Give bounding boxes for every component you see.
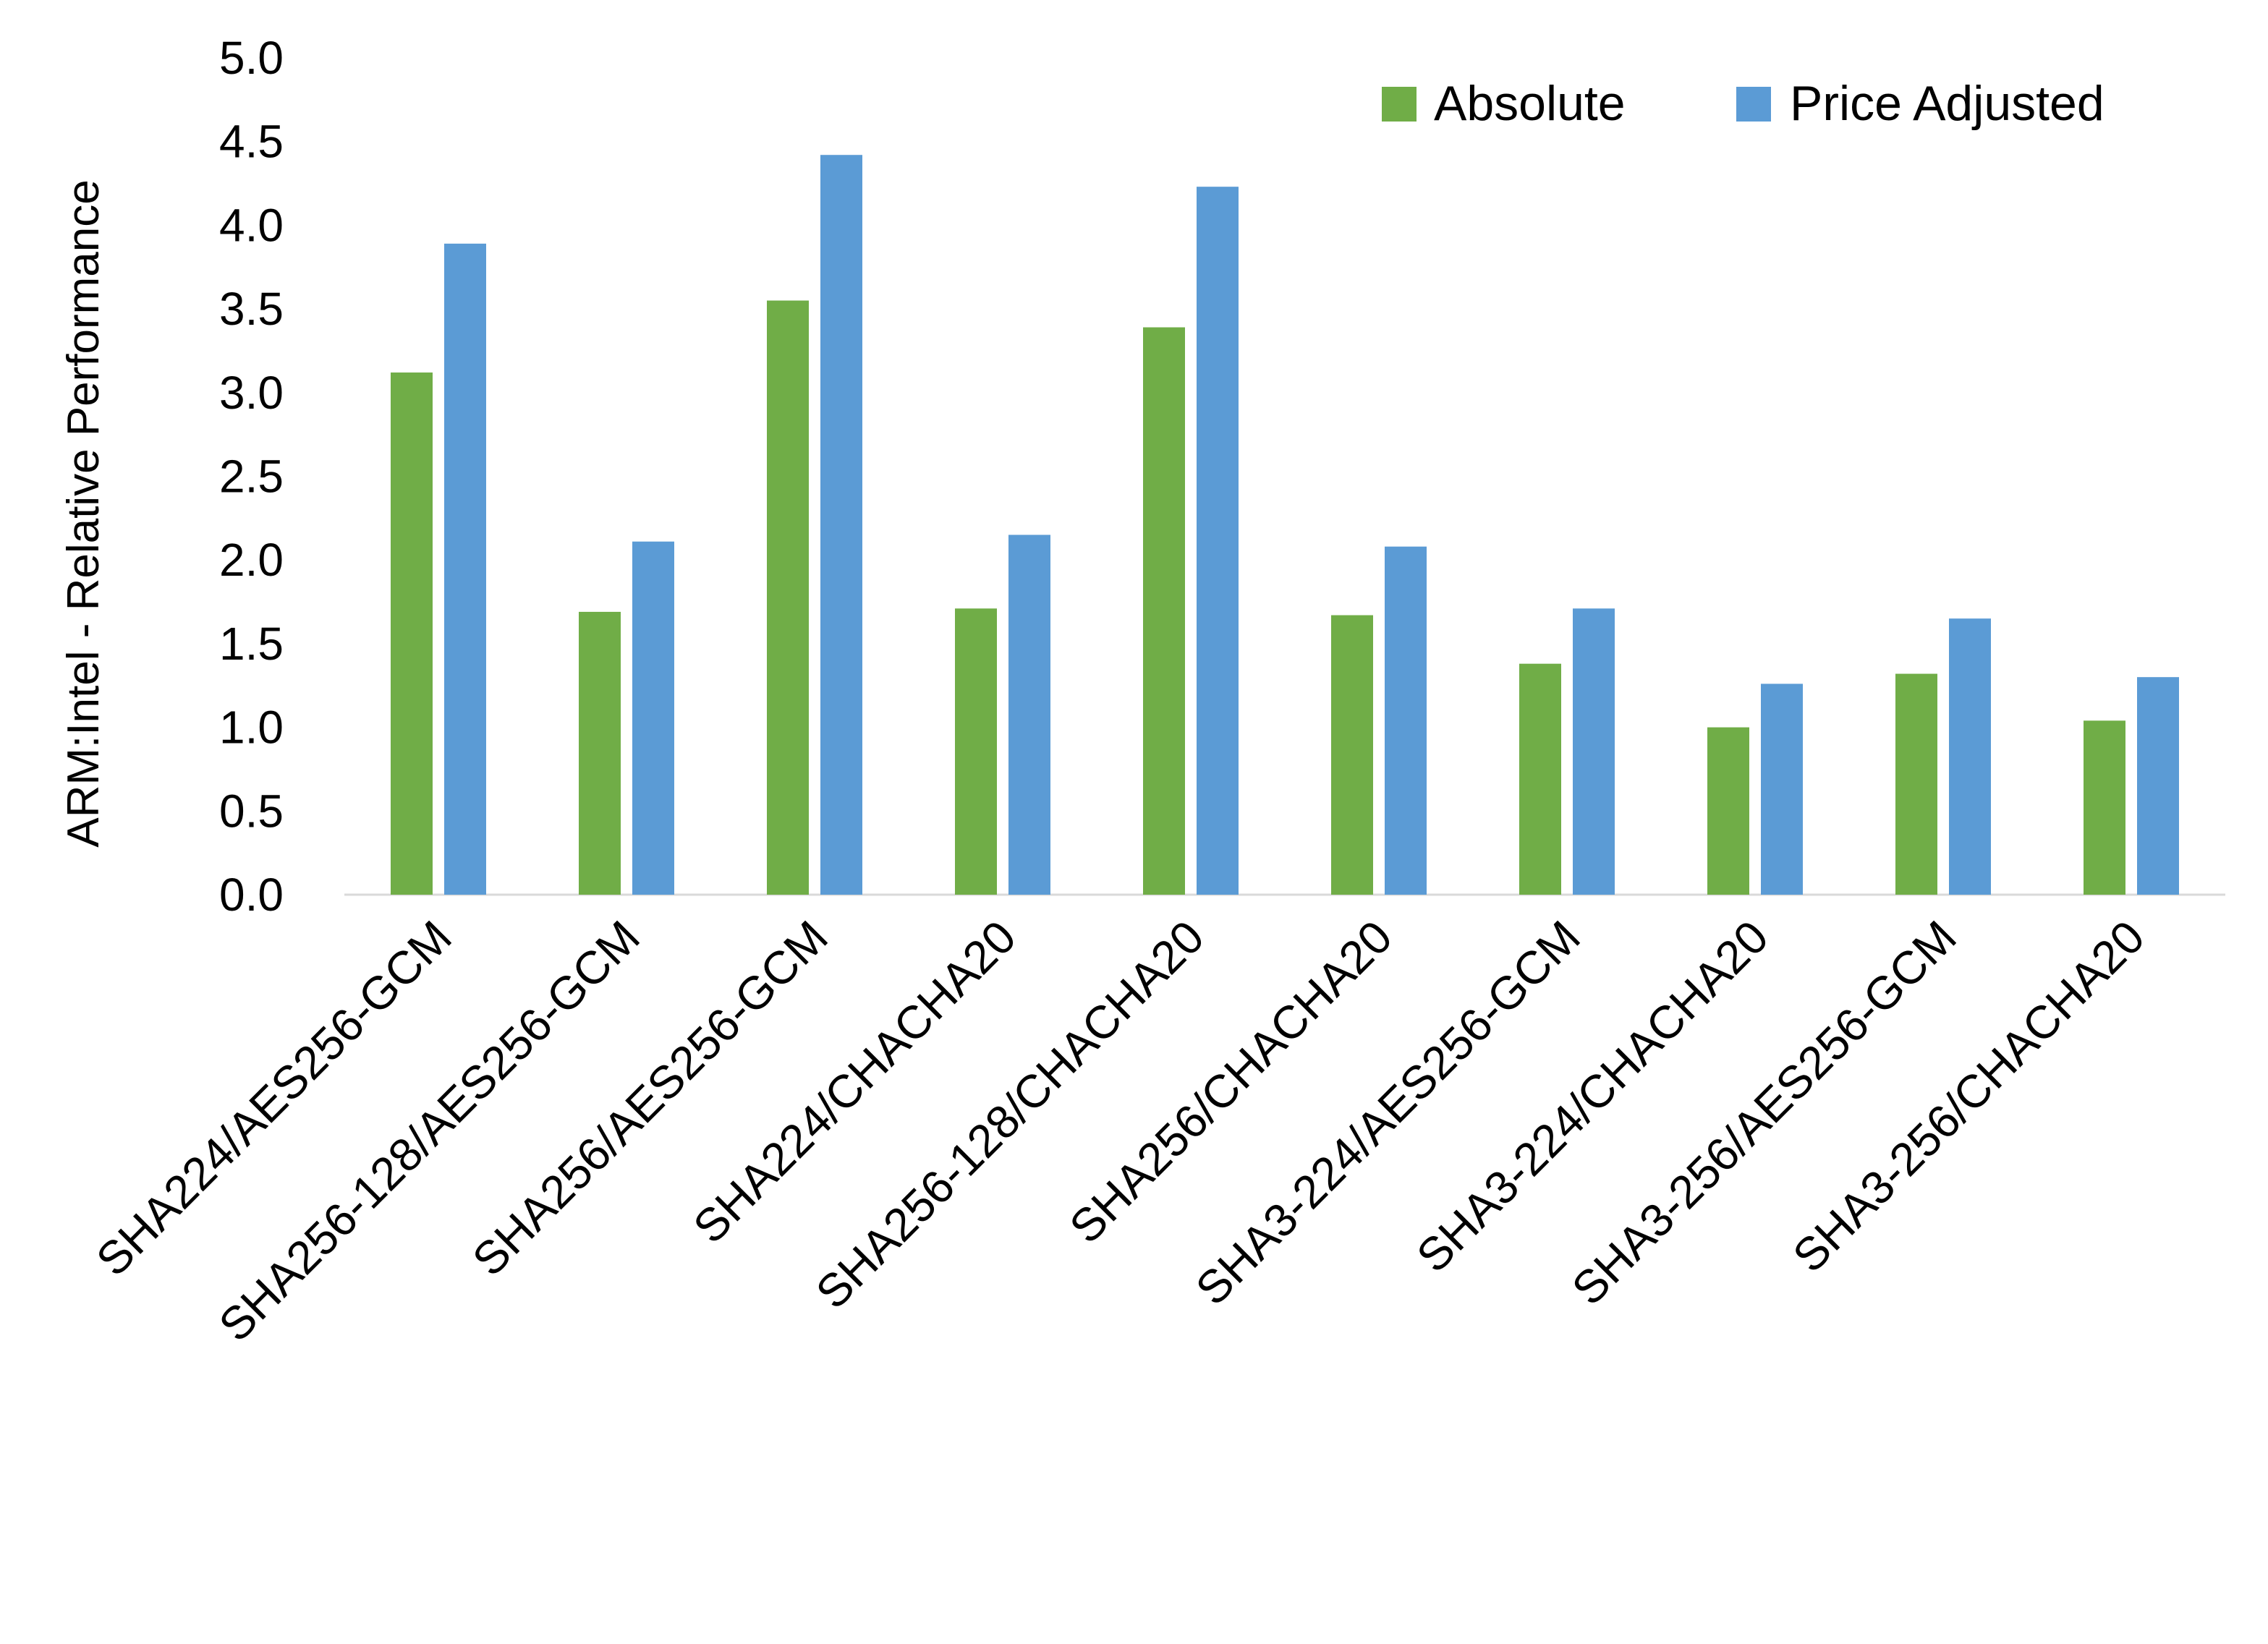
bar-price-adjusted [444,243,486,895]
bar-price-adjusted [632,541,674,895]
x-axis-labels: SHA224/AES256-GCMSHA256-128/AES256-GCMSH… [86,911,2154,1351]
y-tick-label: 0.0 [219,869,284,921]
x-tick-label: SHA3-224/CHACHA20 [1406,911,1778,1282]
bar-price-adjusted [1761,683,1803,895]
x-tick-label: SHA224/AES256-GCM [86,911,462,1286]
x-tick-label: SHA3-256/AES256-GCM [1562,911,1966,1315]
bar-price-adjusted [1949,618,1991,895]
y-tick-label: 3.0 [219,367,284,419]
bar-price-adjusted [1197,187,1239,895]
x-tick-label: SHA3-256/CHACHA20 [1783,911,2154,1282]
y-tick-label: 3.5 [219,283,284,335]
bar-price-adjusted [820,155,862,895]
bar-absolute [955,608,997,895]
x-tick-label: SHA256/CHACHA20 [1059,911,1401,1253]
bars [391,155,2179,895]
bar-price-adjusted [2137,677,2179,895]
bar-absolute [579,611,621,895]
bar-absolute [391,372,433,895]
bar-absolute [767,300,809,895]
x-tick-label: SHA256/AES256-GCM [462,911,838,1286]
y-axis-label: ARM:Intel - Relative Performance [59,179,109,847]
y-tick-label: 2.0 [219,534,284,586]
bar-price-adjusted [1573,608,1615,895]
bar-absolute [1331,615,1373,895]
y-tick-label: 4.0 [219,199,284,251]
x-tick-label: SHA3-224/AES256-GCM [1186,911,1590,1315]
y-tick-label: 5.0 [219,32,284,84]
y-tick-label: 2.5 [219,451,284,503]
legend-label-price-adjusted: Price Adjusted [1790,76,2105,131]
x-tick-label: SHA256-128/CHACHA20 [806,911,1214,1319]
legend-label-absolute: Absolute [1434,76,1626,131]
y-axis-ticks: 0.0 0.5 1.0 1.5 2.0 2.5 3.0 3.5 4.0 4.5 5.0 [219,32,284,921]
y-tick-label: 1.5 [219,618,284,670]
legend-swatch-price-adjusted [1736,87,1771,122]
y-tick-label: 0.5 [219,785,284,837]
bar-absolute [2084,720,2125,895]
y-tick-label: 1.0 [219,702,284,754]
x-tick-label: SHA224/CHACHA20 [683,911,1025,1253]
legend-swatch-absolute [1382,87,1417,122]
legend: Absolute Price Adjusted [1382,76,2105,131]
y-tick-label: 4.5 [219,116,284,168]
bar-price-adjusted [1385,546,1427,895]
bar-absolute [1895,673,1937,895]
bar-price-adjusted [1008,534,1050,895]
bar-absolute [1519,663,1561,895]
bar-absolute [1143,327,1185,895]
bar-absolute [1707,727,1749,895]
